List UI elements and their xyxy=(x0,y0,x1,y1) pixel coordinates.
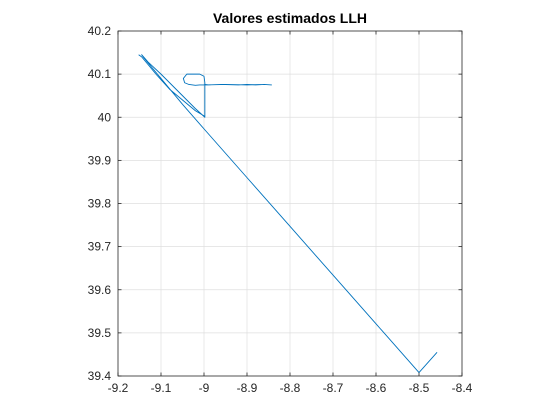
tick-labels: -9.2 -9.1 -9 -8.9 -8.8 -8.7 -8.6 -8.5 -8.4 39.4 39… xyxy=(88,24,473,395)
x-tick-label: -8.9 xyxy=(237,381,258,395)
ticks xyxy=(117,30,463,377)
x-tick-label: -9 xyxy=(199,381,210,395)
y-tick-label: 40.1 xyxy=(88,67,112,81)
y-tick-label: 39.5 xyxy=(88,326,112,340)
series-layer xyxy=(138,54,438,373)
y-tick-label: 39.4 xyxy=(88,369,112,383)
x-tick-label: -8.5 xyxy=(409,381,430,395)
x-tick-label: -8.4 xyxy=(452,381,473,395)
series-line xyxy=(138,54,438,373)
x-tick-label: -9.2 xyxy=(108,381,129,395)
y-tick-label: 39.9 xyxy=(88,153,112,167)
y-tick-label: 39.6 xyxy=(88,283,112,297)
x-tick-label: -9.1 xyxy=(151,381,172,395)
x-tick-label: -8.7 xyxy=(323,381,344,395)
y-tick-label: 39.8 xyxy=(88,197,112,211)
chart-title: Valores estimados LLH xyxy=(213,10,367,26)
x-tick-label: -8.6 xyxy=(366,381,387,395)
y-tick-label: 40.2 xyxy=(88,24,112,38)
y-tick-label: 39.7 xyxy=(88,240,112,254)
x-tick-label: -8.8 xyxy=(280,381,301,395)
grid xyxy=(118,31,462,376)
y-tick-label: 40 xyxy=(98,110,112,124)
